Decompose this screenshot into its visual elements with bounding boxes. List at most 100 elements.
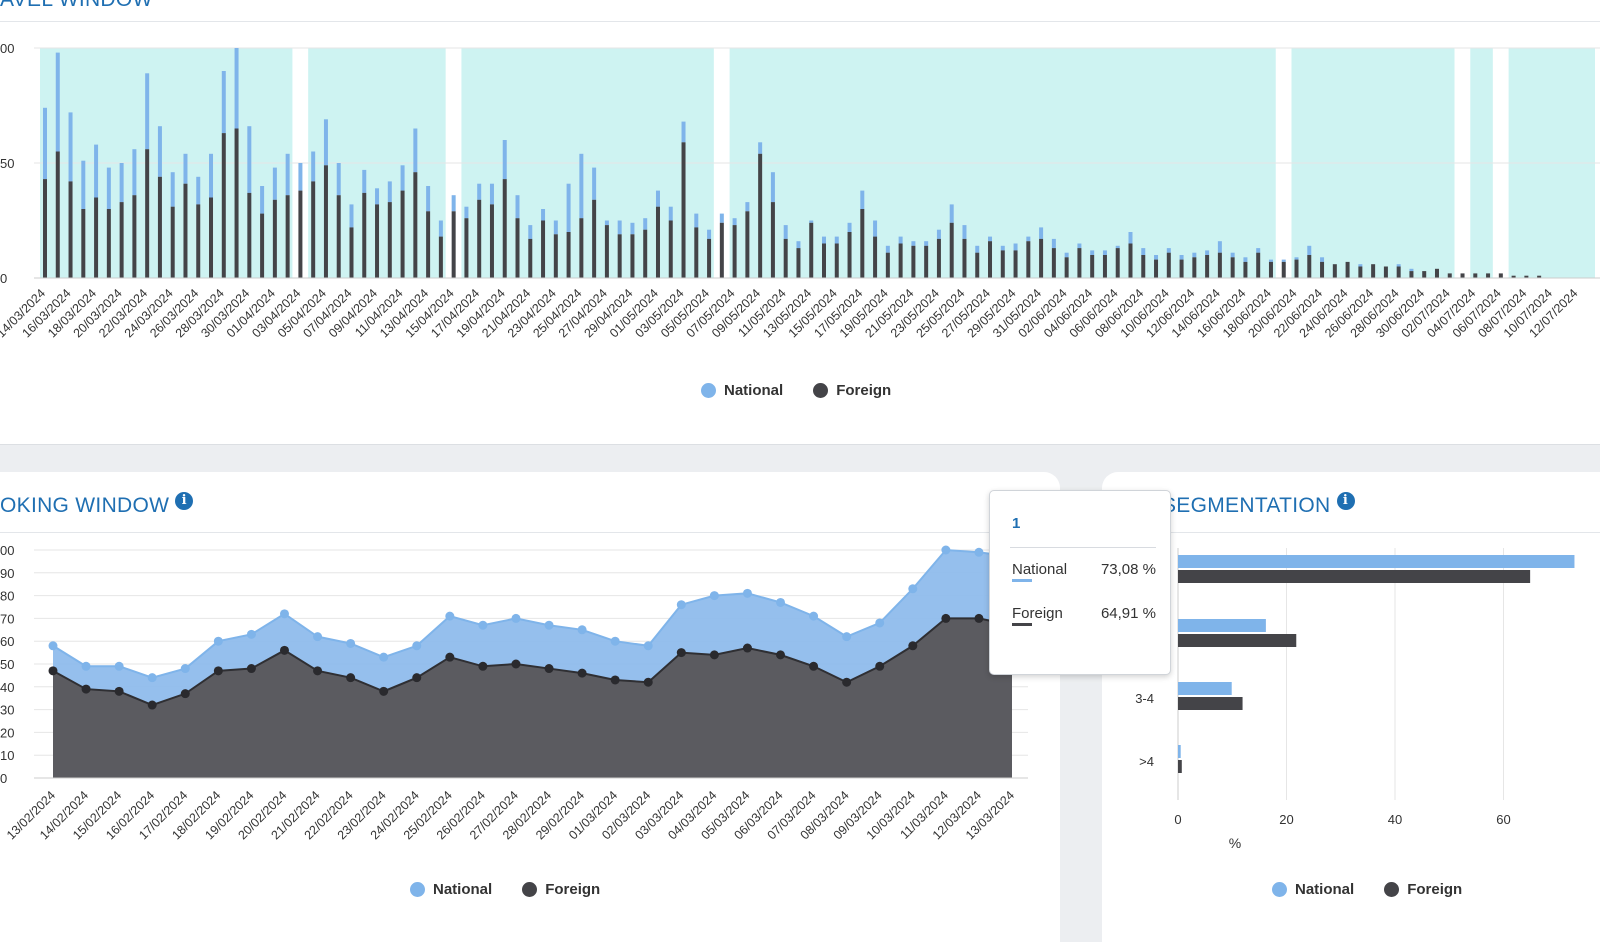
bar-national [1178,619,1266,632]
x-tick-label: 60 [1496,812,1510,827]
bar-national [1230,252,1235,258]
national-point [114,661,124,671]
bar-national [1077,243,1082,249]
bar-foreign [1434,268,1439,278]
bar-foreign [1178,570,1531,583]
bar-foreign [617,234,622,278]
bar-foreign [272,199,277,278]
bar-national [796,241,801,249]
bar-national [655,190,660,207]
bar-foreign [604,225,609,278]
bar-foreign [1205,255,1210,278]
bar-national [502,140,507,180]
bar-national [1217,241,1222,253]
legend-label: Foreign [1407,881,1463,898]
bar-foreign [694,227,699,278]
legend-item-foreign[interactable]: Foreign [1384,881,1462,898]
bar-foreign [988,241,993,278]
bar-foreign [221,133,226,278]
bar-foreign [579,218,584,278]
bar-foreign [1051,248,1056,278]
tooltip-divider [1010,547,1156,548]
legend-item-foreign[interactable]: Foreign [813,382,891,399]
bar-foreign [375,204,380,278]
legend-item-foreign[interactable]: Foreign [522,881,600,898]
bar-foreign [1281,261,1286,278]
bar-foreign [489,204,494,278]
bar-foreign [809,222,814,278]
foreign-area [53,618,1012,778]
x-tick-label: 0 [1174,812,1181,827]
bar-national [1154,255,1159,260]
bar-foreign [247,192,252,278]
x-tick-label: 40 [1388,812,1402,827]
legend-item-national[interactable]: National [1272,881,1354,898]
y-tick-label: 40 [0,680,14,695]
y-tick-label: 00 [0,41,14,56]
bar-foreign [1179,259,1184,278]
bar-foreign [1192,257,1197,278]
national-line [52,548,1013,679]
booking-window-panel: OKING WINDOW i 0 10 20 30 40 50 60 70 80 90 00 13/02… [0,472,1060,942]
bar-foreign [1178,760,1182,773]
foreign-point [941,613,951,623]
bar-national [1307,245,1312,255]
legend-item-national[interactable]: National [410,881,492,898]
bar-foreign [1230,257,1235,278]
legend-label: National [724,382,784,399]
bar-national [285,153,290,196]
bar-national [1243,257,1248,262]
bar-foreign [1383,266,1388,278]
info-icon[interactable]: i [1336,492,1355,510]
bar-foreign [1498,273,1503,278]
bar-national [1192,252,1197,258]
national-point [842,632,852,642]
bar-national [873,220,878,237]
y-tick-label: 90 [0,566,14,581]
travel-window-chart: 0500014/03/202416/03/202418/03/202420/03… [0,41,1600,340]
bar-foreign [1268,261,1273,278]
bar-foreign [1115,248,1120,278]
bar-national [592,167,597,200]
bar-foreign [1154,259,1159,278]
foreign-swatch [1012,623,1032,626]
bar-national [1013,243,1018,251]
chart-tooltip: 1 National 73,08 % Foreign 64,91 % [989,490,1171,675]
bar-foreign [732,225,737,278]
bar-national [132,149,137,196]
bar-foreign [873,236,878,278]
bar-national [349,204,354,228]
bar-foreign [1371,264,1376,278]
national-point [81,661,91,671]
segmentation-title: SEGMENTATION i [1162,492,1355,518]
bar-foreign [1422,271,1427,278]
foreign-point [742,643,752,653]
bar-foreign [719,222,724,278]
bar-foreign [413,172,418,278]
bar-foreign [426,211,431,278]
bar-foreign [298,190,303,278]
national-point [974,547,984,557]
bar-foreign [707,238,712,278]
bar-national [311,151,316,182]
foreign-point [114,686,124,696]
bar-foreign [1026,241,1031,278]
legend-item-national[interactable]: National [701,382,783,399]
legend-label: Foreign [545,881,601,898]
bar-national [170,172,175,207]
info-icon[interactable]: i [175,492,194,510]
bar-foreign [400,190,405,278]
bar-foreign [847,232,852,278]
bar-national [949,204,954,223]
national-point [776,597,786,607]
bar-foreign [1320,261,1325,278]
national-point [180,664,190,674]
bar-national [988,236,993,242]
bar-national [745,202,750,212]
bar-national [477,183,482,200]
foreign-point [842,677,852,687]
bar-national [911,241,916,246]
bar-foreign [1358,266,1363,278]
bar-foreign [1473,273,1478,278]
y-tick-label: 80 [0,589,14,604]
